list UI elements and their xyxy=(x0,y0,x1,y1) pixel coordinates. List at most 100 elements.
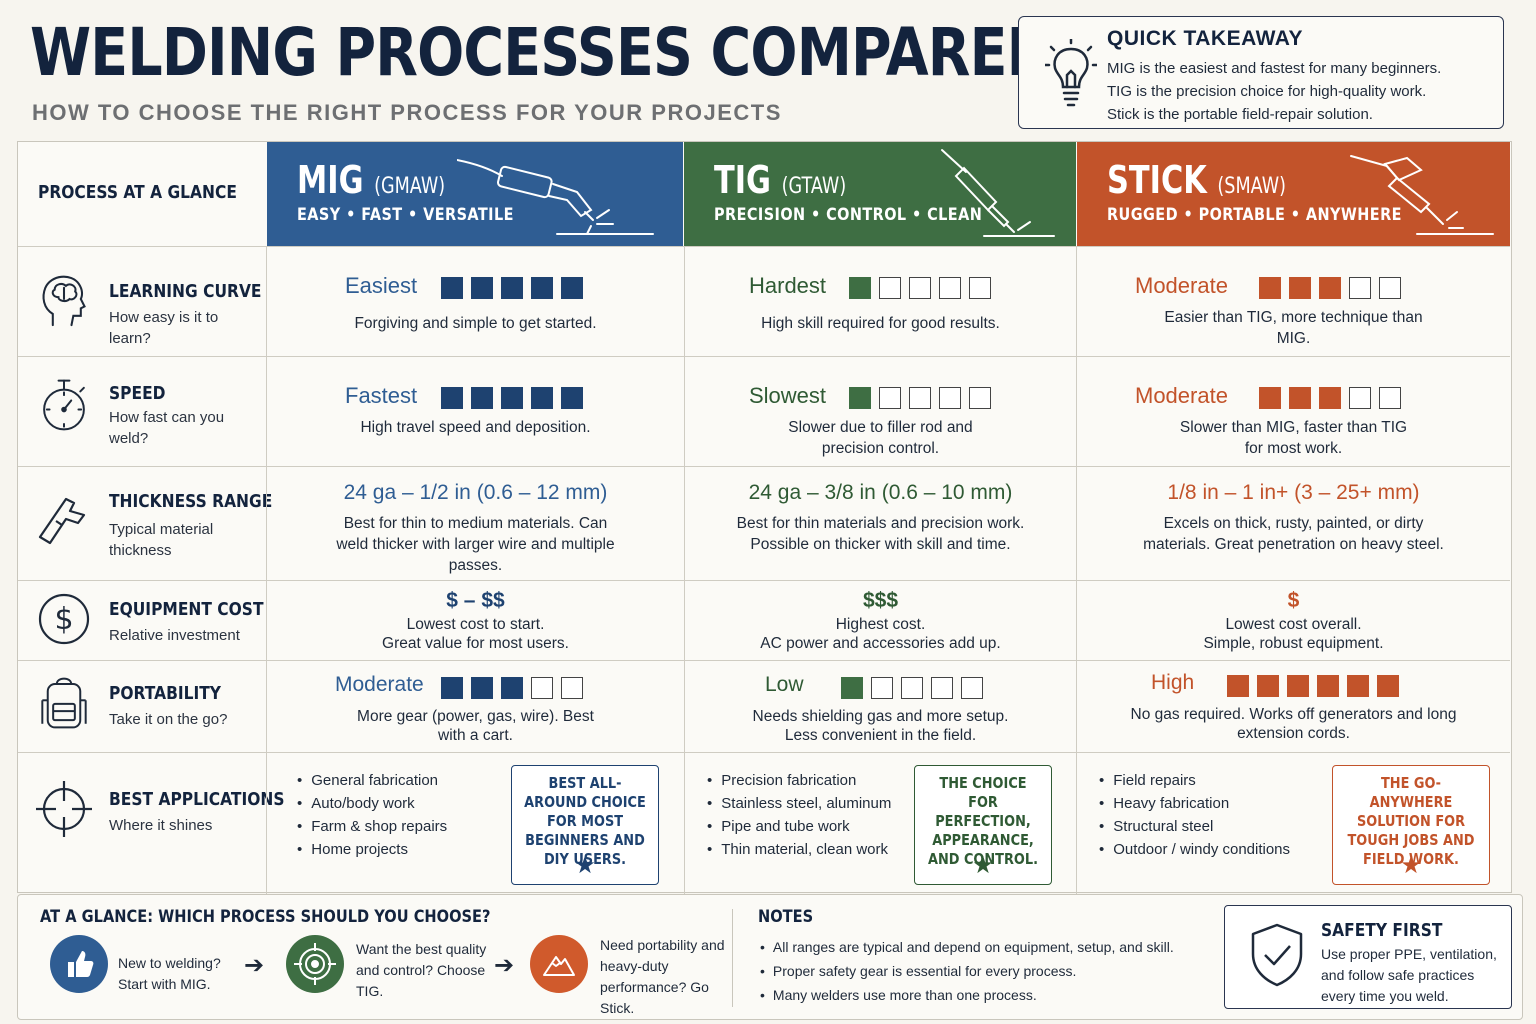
mig-thickness-cell: 24 ga – 1/2 in (0.6 – 12 mm) Best for th… xyxy=(266,467,684,580)
cost-value: $ – $$ xyxy=(446,589,505,612)
rating-square-filled xyxy=(531,387,553,409)
process-name: STICK xyxy=(1107,158,1207,202)
rating-square-empty xyxy=(969,387,991,409)
thickness-row: THICKNESS RANGE Typical material thickne… xyxy=(18,466,1510,580)
choose-title: AT A GLANCE: WHICH PROCESS SHOULD YOU CH… xyxy=(40,907,491,927)
list-item: Pipe and tube work xyxy=(707,815,891,838)
rating-square-filled xyxy=(1257,675,1279,697)
rating-square-filled xyxy=(441,277,463,299)
tig-thickness-cell: 24 ga – 3/8 in (0.6 – 10 mm) Best for th… xyxy=(684,467,1076,580)
safety-title: SAFETY FIRST xyxy=(1321,920,1443,941)
rating-squares xyxy=(441,277,591,299)
rating-label: Moderate xyxy=(335,673,424,696)
list-item: Structural steel xyxy=(1099,815,1290,838)
rating-square-filled xyxy=(561,277,583,299)
rating-square-empty xyxy=(879,277,901,299)
rating-squares xyxy=(441,677,591,699)
bottom-panel: AT A GLANCE: WHICH PROCESS SHOULD YOU CH… xyxy=(17,894,1523,1020)
cost-row: $ EQUIPMENT COST Relative investment $ –… xyxy=(18,580,1510,660)
rating-square-empty xyxy=(939,277,961,299)
applications-list: Field repairs Heavy fabrication Structur… xyxy=(1099,769,1290,861)
rating-square-filled xyxy=(501,277,523,299)
stick-learning-cell: Moderate Easier than TIG, more technique… xyxy=(1076,247,1510,356)
rating-square-filled xyxy=(841,677,863,699)
process-tagline: EASY • FAST • VERSATILE xyxy=(297,205,514,225)
takeaway-line: TIG is the precision choice for high-qua… xyxy=(1107,83,1427,100)
tig-applications-cell: Precision fabrication Stainless steel, a… xyxy=(684,753,1076,894)
rating-description: Needs shielding gas and more setup. Less… xyxy=(752,708,1009,744)
recommendation-badge: THE CHOICE FOR PERFECTION, APPEARANCE, A… xyxy=(914,765,1052,885)
process-abbr: (SMAW) xyxy=(1217,174,1286,199)
rating-label: Hardest xyxy=(749,273,827,298)
stick-electrode-holder-icon xyxy=(1350,155,1494,235)
arrow-right-icon: ➔ xyxy=(494,952,515,979)
rating-square-empty xyxy=(871,677,893,699)
rating-square-filled xyxy=(531,277,553,299)
stick-portability-cell: High No gas required. Works off generato… xyxy=(1076,661,1510,752)
rating-square-filled xyxy=(1289,277,1311,299)
rating-square-empty xyxy=(961,677,983,699)
cost-value: $$$ xyxy=(862,589,899,612)
rating-square-filled xyxy=(1319,277,1341,299)
process-at-a-glance-label: PROCESS AT A GLANCE xyxy=(38,182,237,203)
tig-header: TIG (GTAW) PRECISION • CONTROL • CLEAN xyxy=(684,142,1076,246)
rating-square-filled xyxy=(1347,675,1369,697)
backpack-icon xyxy=(41,677,87,729)
lightbulb-icon xyxy=(1045,39,1097,107)
takeaway-title: QUICK TAKEAWAY xyxy=(1107,27,1304,50)
rating-square-empty xyxy=(1379,387,1401,409)
rating-square-empty xyxy=(969,277,991,299)
rating-square-filled xyxy=(471,677,493,699)
caliper-icon xyxy=(38,497,86,545)
tig-portability-cell: Low Needs shielding gas and more setup. … xyxy=(684,661,1076,752)
rating-squares xyxy=(1227,675,1407,697)
page-title: WELDING PROCESSES COMPARED xyxy=(30,14,1053,91)
rating-square-filled xyxy=(441,387,463,409)
thickness-description: Best for thin to medium materials. Can w… xyxy=(336,515,615,574)
rating-description: High travel speed and deposition. xyxy=(360,419,591,436)
note-item: Proper safety gear is essential for ever… xyxy=(760,959,1174,983)
choose-step-text: Need portability and heavy-duty performa… xyxy=(600,937,725,1016)
row-subtitle: Relative investment xyxy=(109,627,240,644)
process-abbr: (GMAW) xyxy=(374,174,446,199)
row-subtitle: How easy is it to learn? xyxy=(109,309,219,347)
dollar-circle-icon: $ xyxy=(38,593,90,645)
speed-row: SPEED How fast can you weld? Fastest Hig… xyxy=(18,356,1510,466)
takeaway-line: Stick is the portable field-repair solut… xyxy=(1107,106,1373,123)
rating-description: No gas required. Works off generators an… xyxy=(1130,706,1457,742)
svg-text:$: $ xyxy=(54,602,73,637)
stick-speed-cell: Moderate Slower than MIG, faster than TI… xyxy=(1076,357,1510,466)
applications-list: General fabrication Auto/body work Farm … xyxy=(297,769,447,861)
rating-square-filled xyxy=(1259,387,1281,409)
row-title: SPEED xyxy=(109,383,166,404)
arrow-right-icon: ➔ xyxy=(244,952,265,979)
rating-description: Slower due to filler rod and precision c… xyxy=(788,419,973,457)
thumbs-up-icon xyxy=(50,935,108,993)
applications-list: Precision fabrication Stainless steel, a… xyxy=(707,769,891,861)
rating-square-empty xyxy=(931,677,953,699)
rating-label: Low xyxy=(765,673,804,696)
row-subtitle: Typical material thickness xyxy=(109,521,214,559)
note-item: All ranges are typical and depend on equ… xyxy=(760,935,1174,959)
rating-label: Moderate xyxy=(1135,273,1228,298)
mig-speed-cell: Fastest High travel speed and deposition… xyxy=(266,357,684,466)
star-icon: ★ xyxy=(972,852,994,879)
cost-description: Highest cost. AC power and accessories ad… xyxy=(760,616,1001,652)
mig-cost-cell: $ – $$ Lowest cost to start. Great value … xyxy=(266,581,684,660)
notes-list: All ranges are typical and depend on equ… xyxy=(760,935,1174,1007)
stick-header: STICK (SMAW) RUGGED • PORTABLE • ANYWHER… xyxy=(1077,142,1510,246)
list-item: Home projects xyxy=(297,838,447,861)
rating-square-empty xyxy=(1349,387,1371,409)
comparison-table: PROCESS AT A GLANCE MIG (GMAW) EASY • FA… xyxy=(17,141,1512,894)
tig-torch-icon xyxy=(941,149,1055,237)
list-item: Farm & shop repairs xyxy=(297,815,447,838)
rating-square-filled xyxy=(1377,675,1399,697)
rating-label: Slowest xyxy=(749,383,827,408)
divider xyxy=(732,909,733,1007)
rating-square-filled xyxy=(1227,675,1249,697)
rating-square-filled xyxy=(1259,277,1281,299)
stick-cost-cell: $ Lowest cost overall. Simple, robust equ… xyxy=(1076,581,1510,660)
rating-description: More gear (power, gas, wire). Best with … xyxy=(357,708,594,744)
mig-header: MIG (GMAW) EASY • FAST • VERSATILE xyxy=(267,142,683,246)
list-item: Thin material, clean work xyxy=(707,838,891,861)
